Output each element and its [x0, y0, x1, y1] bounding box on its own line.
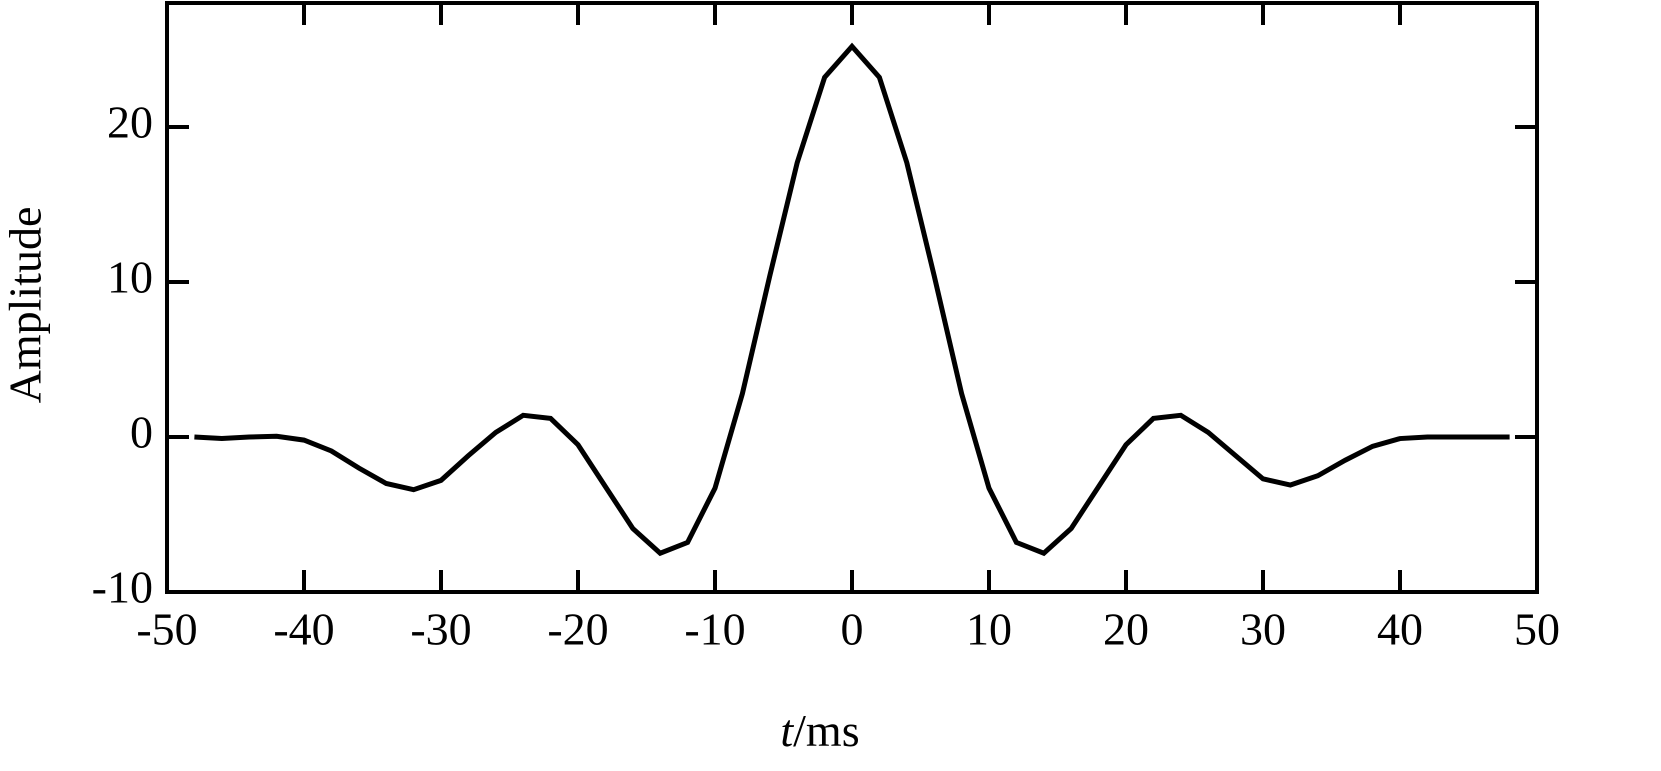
x-tick-label: -20 — [547, 604, 608, 655]
x-tick-label: -30 — [410, 604, 471, 655]
line-series — [194, 42, 1510, 557]
y-tick-label: 20 — [107, 97, 153, 148]
y-tick-label: 0 — [130, 407, 153, 458]
x-tick-label: 30 — [1240, 604, 1286, 655]
x-tick-label: 50 — [1514, 604, 1560, 655]
y-tick-label: -10 — [92, 562, 153, 613]
x-tick-label: -10 — [684, 604, 745, 655]
y-tick-label: 10 — [107, 252, 153, 303]
plot-frame — [165, 1, 1539, 594]
y-axis-label: Amplitude — [0, 207, 51, 404]
x-tick-label: -40 — [273, 604, 334, 655]
x-tick-label: 20 — [1103, 604, 1149, 655]
x-axis-label: t/ms — [780, 705, 859, 756]
x-tick-label: 0 — [841, 604, 864, 655]
x-tick-label: 10 — [966, 604, 1012, 655]
x-tick-label: 40 — [1377, 604, 1423, 655]
x-tick-label: -50 — [136, 604, 197, 655]
